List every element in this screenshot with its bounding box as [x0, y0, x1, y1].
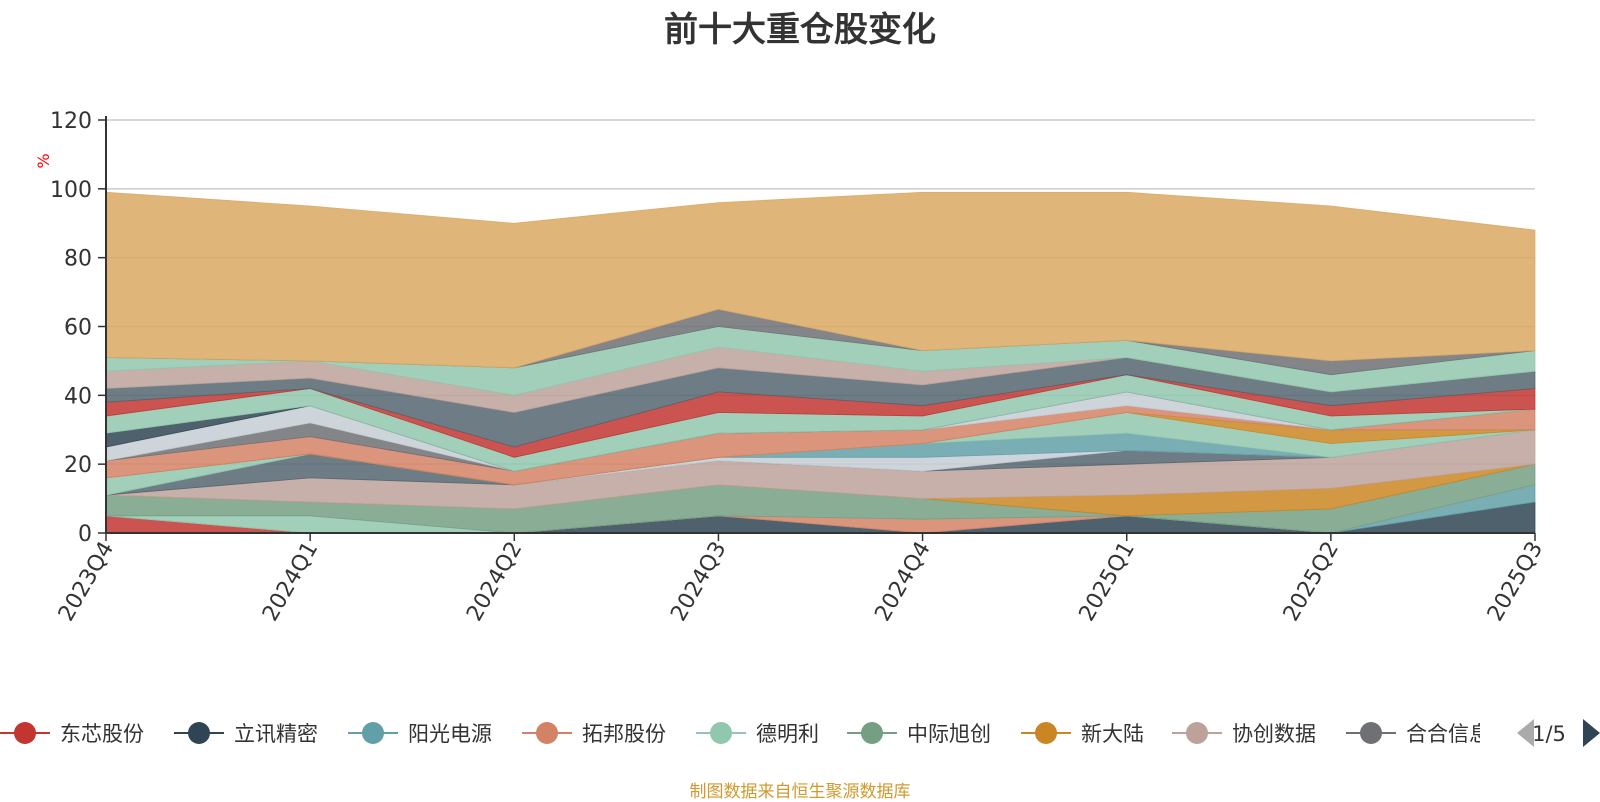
stacked-areas — [105, 191, 1536, 534]
legend-marker — [1360, 722, 1382, 744]
y-tick-label: 100 — [50, 178, 92, 203]
y-tick-label: 80 — [64, 247, 92, 272]
legend-label: 协创数据 — [1232, 722, 1316, 746]
pager-text: 1/5 — [1532, 722, 1566, 746]
legend-marker — [14, 722, 36, 744]
area-series-24 — [105, 191, 1536, 369]
y-tick-label: 40 — [64, 384, 92, 409]
x-tick-label: 2024Q3 — [666, 538, 731, 626]
y-tick-label: 0 — [78, 522, 92, 547]
x-tick-label: 2025Q1 — [1075, 538, 1140, 626]
legend-item[interactable]: 德明利 — [696, 722, 819, 746]
x-tick-label: 2025Q3 — [1483, 538, 1548, 626]
legend-label: 拓邦股份 — [582, 722, 666, 746]
legend-item[interactable]: 拓邦股份 — [522, 722, 666, 746]
legend-marker — [536, 722, 558, 744]
legend-label: 阳光电源 — [408, 722, 492, 746]
legend-label: 东芯股份 — [60, 722, 144, 746]
pager-next-icon[interactable] — [1583, 719, 1600, 747]
legend-label: 立讯精密 — [234, 722, 318, 746]
legend-item[interactable]: 合合信息 — [1346, 722, 1490, 746]
x-tick-label: 2023Q4 — [54, 538, 119, 626]
y-tick-label: 60 — [64, 316, 92, 341]
legend-marker — [861, 722, 883, 744]
pager-prev-icon[interactable] — [1517, 719, 1534, 747]
legend-item[interactable]: 立讯精密 — [174, 722, 318, 746]
chart-title: 前十大重仓股变化 — [664, 11, 936, 49]
source-note: 制图数据来自恒生聚源数据库 — [689, 782, 911, 801]
legend-label: 合合信息 — [1406, 722, 1490, 746]
legend-item[interactable]: 中际旭创 — [847, 722, 991, 746]
legend-label: 德明利 — [756, 722, 819, 746]
x-tick-label: 2024Q2 — [462, 538, 527, 626]
legend-label: 新大陆 — [1081, 722, 1144, 746]
legend-marker — [1035, 722, 1057, 744]
legend-item[interactable]: 东芯股份 — [0, 722, 144, 746]
legend-marker — [188, 722, 210, 744]
y-axis-label: % — [34, 153, 53, 168]
x-tick-label: 2024Q4 — [870, 538, 935, 626]
legend-item[interactable]: 协创数据 — [1172, 722, 1316, 746]
y-tick-label: 20 — [64, 453, 92, 478]
legend-marker — [710, 722, 732, 744]
legend-item[interactable]: 新大陆 — [1021, 722, 1144, 746]
x-tick-label: 2024Q1 — [258, 538, 323, 626]
legend-label: 中际旭创 — [907, 722, 991, 746]
legend-pager[interactable]: 1/5 — [1517, 719, 1600, 747]
legend-item[interactable]: 阳光电源 — [348, 722, 492, 746]
y-tick-label: 120 — [50, 109, 92, 134]
legend[interactable]: 东芯股份 立讯精密 阳光电源 拓邦股份 德明利 中际旭创 新大陆 协创数据 合合信息 — [0, 722, 1490, 746]
legend-marker — [1186, 722, 1208, 744]
x-tick-label: 2025Q2 — [1279, 538, 1344, 626]
legend-marker — [362, 722, 384, 744]
